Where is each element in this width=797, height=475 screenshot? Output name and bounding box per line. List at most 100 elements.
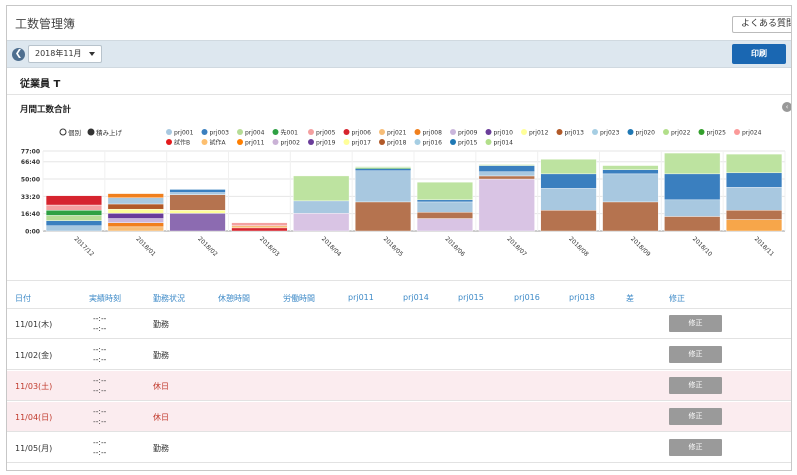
- col-header-date[interactable]: 日付: [15, 294, 31, 303]
- status-cell: 休日: [153, 413, 169, 422]
- bar-segment: [355, 168, 412, 171]
- month-select[interactable]: 2018年11月: [28, 45, 102, 63]
- legend-label: prj009: [458, 130, 478, 137]
- bar-segment: [416, 212, 473, 219]
- legend-label: prj021: [387, 130, 407, 137]
- status-cell: 勤務: [153, 351, 169, 360]
- date-cell: 11/02(金): [15, 351, 53, 360]
- legend-swatch: [272, 129, 279, 135]
- date-cell: 11/01(木): [15, 320, 53, 329]
- edit-button[interactable]: 修正: [669, 346, 722, 363]
- bar-segment: [355, 170, 412, 203]
- legend-label: prj014: [494, 140, 514, 147]
- legend-label: prj002: [281, 140, 301, 147]
- edit-button[interactable]: 修正: [669, 439, 722, 456]
- bar-segment: [416, 201, 473, 213]
- actual-end-time: --:--: [93, 448, 107, 457]
- table-row: 11/02(金) --:-- --:-- 勤務 修正: [7, 340, 791, 370]
- bar-segment: [169, 192, 226, 195]
- collapse-icon[interactable]: ‹: [782, 102, 791, 112]
- col-header-diff[interactable]: 差: [626, 294, 634, 303]
- x-tick-label: 2018/02: [196, 235, 219, 258]
- bar-segment: [602, 173, 659, 203]
- legend-label: prj017: [352, 140, 372, 147]
- app-header: 工数管理簿 よくある質問: [7, 6, 791, 40]
- y-tick-label: 33:20: [21, 194, 40, 201]
- edit-button[interactable]: 修正: [669, 315, 722, 332]
- mode-radio-individual[interactable]: [59, 128, 67, 136]
- table-row: 11/03(土) --:-- --:-- 休日 修正: [7, 371, 791, 401]
- bar-segment: [293, 200, 350, 214]
- bar-segment: [664, 173, 721, 201]
- col-header-edit[interactable]: 修正: [669, 294, 685, 303]
- date-cell: 11/03(土): [15, 382, 53, 391]
- col-header-break[interactable]: 休憩時間: [218, 294, 250, 303]
- col-header-prj018[interactable]: prj018: [569, 293, 595, 302]
- legend-label: prj001: [174, 130, 194, 137]
- table-row: 11/01(木) --:-- --:-- 勤務 修正: [7, 309, 791, 339]
- legend-swatch: [201, 129, 208, 135]
- legend-label: 試作B: [174, 139, 190, 147]
- bar-segment: [45, 225, 102, 232]
- bar-segment: [416, 199, 473, 203]
- x-tick-label: 2018/05: [382, 235, 405, 258]
- faq-button[interactable]: よくある質問: [732, 16, 791, 33]
- legend-label: prj013: [565, 130, 585, 137]
- bar-segment: [726, 153, 783, 174]
- edit-button[interactable]: 修正: [669, 408, 722, 425]
- legend-swatch: [343, 129, 350, 135]
- actual-start-time: --:--: [93, 376, 107, 385]
- print-button[interactable]: 印刷: [732, 44, 786, 64]
- bar-segment: [726, 172, 783, 188]
- mode-radio-stacked[interactable]: [87, 128, 95, 136]
- legend-swatch: [166, 129, 172, 135]
- bar-segment: [540, 173, 597, 189]
- actual-end-time: --:--: [93, 324, 107, 333]
- monthly-hours-chart: 個別 積み上げ prj001 prj003 prj004 先001 prj005 prj006…: [21, 128, 786, 258]
- toolbar: ❮ 2018年11月 印刷: [7, 40, 791, 68]
- y-tick-label: 77:00: [21, 149, 40, 156]
- chevron-down-icon: [89, 52, 95, 56]
- actual-start-time: --:--: [93, 407, 107, 416]
- actual-start-time: --:--: [93, 438, 107, 447]
- x-tick-label: 2018/07: [505, 235, 528, 258]
- legend-swatch: [592, 129, 598, 135]
- col-header-prj016[interactable]: prj016: [514, 293, 540, 302]
- bar-segment: [293, 175, 350, 202]
- bar-segment: [231, 227, 288, 232]
- bar-segment: [231, 225, 288, 229]
- bar-segment: [45, 195, 102, 206]
- actual-end-time: --:--: [93, 386, 107, 395]
- bar-segment: [293, 213, 350, 232]
- legend-swatch: [379, 129, 385, 135]
- legend-label: prj022: [671, 130, 691, 137]
- bar-segment: [602, 201, 659, 232]
- bar-segment: [169, 189, 226, 193]
- bar-segment: [416, 218, 473, 232]
- bar-segment: [107, 197, 164, 205]
- back-arrow-icon[interactable]: ❮: [12, 48, 25, 61]
- table-row: 11/04(日) --:-- --:-- 休日 修正: [7, 402, 791, 432]
- y-tick-label: 0:00: [25, 229, 40, 236]
- actual-end-time: --:--: [93, 417, 107, 426]
- x-tick-label: 2018/03: [258, 235, 281, 258]
- legend-swatch: [308, 129, 314, 135]
- legend-swatch: [237, 139, 243, 145]
- edit-button[interactable]: 修正: [669, 377, 722, 394]
- col-header-prj015[interactable]: prj015: [458, 293, 484, 302]
- col-header-actual-time[interactable]: 実績時刻: [89, 294, 121, 303]
- col-header-prj011[interactable]: prj011: [348, 293, 374, 302]
- status-cell: 勤務: [153, 444, 169, 453]
- bar-segment: [107, 218, 164, 223]
- col-header-work-hours[interactable]: 労働時間: [283, 294, 315, 303]
- legend-label: prj018: [387, 140, 407, 147]
- bar-segment: [478, 165, 535, 172]
- legend-swatch: [556, 129, 563, 135]
- bar-segment: [169, 213, 226, 232]
- col-header-status[interactable]: 勤務状況: [153, 294, 185, 303]
- mode-label: 個別: [68, 128, 81, 137]
- col-header-prj014[interactable]: prj014: [403, 293, 429, 302]
- legend-swatch: [734, 129, 740, 135]
- bar-segment: [478, 171, 535, 177]
- bar-segment: [540, 159, 597, 175]
